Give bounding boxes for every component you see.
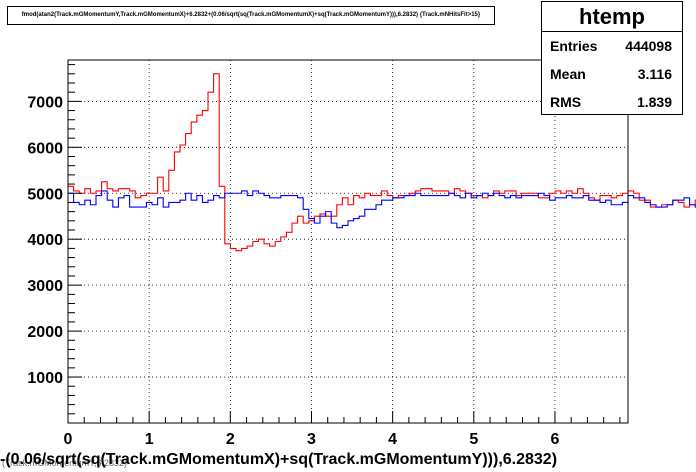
x-tick-label: 5	[469, 431, 478, 448]
histogram-title-box: fmod(atan2(Track.mGMomentumY,Track.mGMom…	[7, 6, 495, 25]
histogram-title-text: fmod(atan2(Track.mGMomentumY,Track.mGMom…	[21, 12, 481, 18]
series-line-0	[68, 73, 696, 252]
plot-frame	[67, 59, 629, 424]
x-axis-label: -(0.06/sqrt(sq(Track.mGMomentumX)+sq(Tra…	[0, 451, 558, 468]
y-tick-label: 4000	[27, 232, 63, 249]
x-tick-label: 2	[226, 431, 235, 448]
x-tick-label: 1	[145, 431, 154, 448]
stats-box: htemp Entries 444098 Mean 3.116 RMS 1.83…	[541, 1, 683, 115]
stats-rms-value: 1.839	[636, 94, 672, 110]
grid-layer	[68, 60, 628, 423]
series-line-1	[68, 190, 696, 229]
stats-mean-label: Mean	[550, 66, 586, 82]
y-tick-label: 3000	[27, 278, 63, 295]
x-tick-label: 4	[388, 431, 397, 448]
stats-entries-label: Entries	[550, 38, 598, 54]
y-tick-label: 7000	[27, 94, 63, 111]
y-tick-label: 1000	[27, 370, 63, 387]
x-tick-label: 3	[307, 431, 316, 448]
stats-entries-value: 444098	[625, 38, 672, 54]
stats-row-mean: Mean 3.116	[542, 60, 682, 88]
stats-title: htemp	[542, 2, 682, 32]
series-layer	[68, 73, 696, 252]
stats-row-entries: Entries 444098	[542, 32, 682, 60]
stats-row-rms: RMS 1.839	[542, 88, 682, 116]
y-tick-label: 5000	[27, 186, 63, 203]
axis-layer: 0 1 2 3 4 5 6 1000 2000 3000 4000 5000 6000 7000	[27, 64, 621, 448]
stats-rms-label: RMS	[550, 94, 582, 110]
overlapping-ghost-text: (Track.mGMomentumY,6.2832)	[2, 458, 128, 468]
x-tick-label: 6	[551, 431, 560, 448]
x-tick-label: 0	[64, 431, 73, 448]
stats-mean-value: 3.116	[637, 66, 672, 82]
y-tick-label: 2000	[27, 324, 63, 341]
y-tick-label: 6000	[27, 140, 63, 157]
